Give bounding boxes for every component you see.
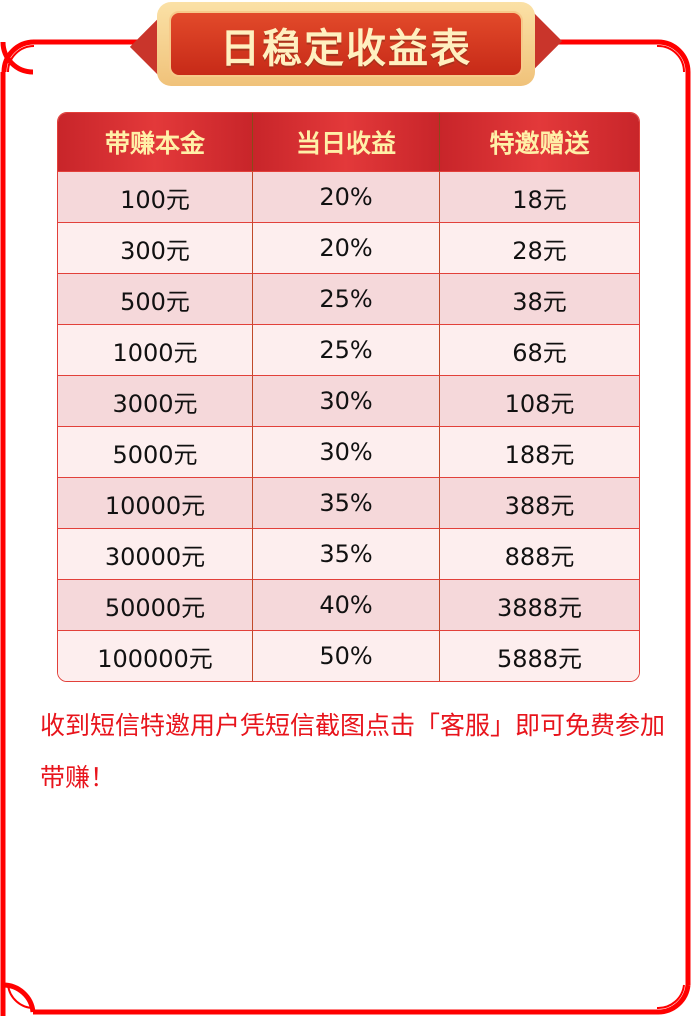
table-header-row: 带赚本金 当日收益 特邀赠送 <box>58 113 639 171</box>
cell-bonus: 18元 <box>440 171 639 222</box>
cell-principal: 100元 <box>58 171 253 222</box>
table-row: 300元 20% 28元 <box>58 222 639 273</box>
table-row: 1000元 25% 68元 <box>58 324 639 375</box>
table-row: 100元 20% 18元 <box>58 171 639 222</box>
cell-bonus: 38元 <box>440 273 639 324</box>
cell-daily-return: 40% <box>253 579 440 630</box>
cell-principal: 100000元 <box>58 630 253 681</box>
cell-bonus: 68元 <box>440 324 639 375</box>
cell-bonus: 28元 <box>440 222 639 273</box>
cell-principal: 300元 <box>58 222 253 273</box>
cell-principal: 5000元 <box>58 426 253 477</box>
cell-bonus: 108元 <box>440 375 639 426</box>
title-banner: 日稳定收益表 <box>129 2 563 86</box>
cell-principal: 3000元 <box>58 375 253 426</box>
cell-daily-return: 50% <box>253 630 440 681</box>
table-row: 3000元 30% 108元 <box>58 375 639 426</box>
cell-bonus: 388元 <box>440 477 639 528</box>
cell-daily-return: 20% <box>253 222 440 273</box>
table-row: 100000元 50% 5888元 <box>58 630 639 681</box>
cell-daily-return: 35% <box>253 528 440 579</box>
header-principal: 带赚本金 <box>58 113 253 171</box>
cell-daily-return: 30% <box>253 375 440 426</box>
cell-principal: 500元 <box>58 273 253 324</box>
table-row: 30000元 35% 888元 <box>58 528 639 579</box>
cell-bonus: 3888元 <box>440 579 639 630</box>
cell-daily-return: 25% <box>253 273 440 324</box>
cell-daily-return: 35% <box>253 477 440 528</box>
earnings-table: 带赚本金 当日收益 特邀赠送 100元 20% 18元 300元 20% 28元 500元 2… <box>57 112 640 682</box>
cell-daily-return: 25% <box>253 324 440 375</box>
cell-daily-return: 30% <box>253 426 440 477</box>
table-row: 500元 25% 38元 <box>58 273 639 324</box>
table-row: 5000元 30% 188元 <box>58 426 639 477</box>
cell-principal: 1000元 <box>58 324 253 375</box>
cell-principal: 30000元 <box>58 528 253 579</box>
cell-bonus: 888元 <box>440 528 639 579</box>
notice-text: 收到短信特邀用户凭短信截图点击「客服」即可免费参加带赚！ <box>40 711 666 792</box>
page-title: 日稳定收益表 <box>220 26 472 72</box>
cell-principal: 50000元 <box>58 579 253 630</box>
cell-daily-return: 20% <box>253 171 440 222</box>
header-bonus: 特邀赠送 <box>440 113 639 171</box>
header-daily-return: 当日收益 <box>253 113 440 171</box>
table-row: 10000元 35% 388元 <box>58 477 639 528</box>
table-row: 50000元 40% 3888元 <box>58 579 639 630</box>
cell-bonus: 5888元 <box>440 630 639 681</box>
cell-bonus: 188元 <box>440 426 639 477</box>
cell-principal: 10000元 <box>58 477 253 528</box>
